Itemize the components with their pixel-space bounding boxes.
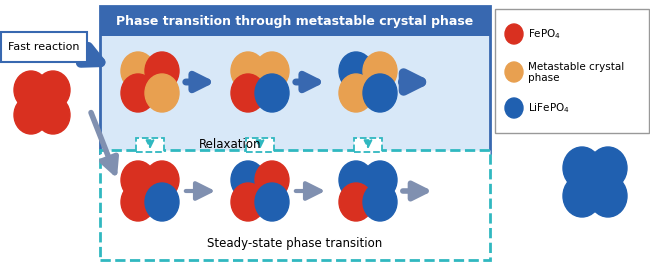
Ellipse shape (505, 24, 523, 44)
Ellipse shape (231, 183, 265, 221)
Ellipse shape (563, 175, 601, 217)
Ellipse shape (145, 161, 179, 199)
Ellipse shape (363, 183, 397, 221)
Ellipse shape (589, 175, 627, 217)
Text: Fast reaction: Fast reaction (8, 42, 80, 52)
FancyBboxPatch shape (495, 9, 649, 133)
Ellipse shape (505, 98, 523, 118)
FancyBboxPatch shape (100, 150, 490, 260)
Ellipse shape (363, 52, 397, 90)
Ellipse shape (231, 161, 265, 199)
Ellipse shape (255, 183, 289, 221)
FancyBboxPatch shape (1, 32, 87, 62)
Ellipse shape (145, 183, 179, 221)
Ellipse shape (339, 183, 373, 221)
Ellipse shape (14, 71, 48, 109)
Ellipse shape (14, 96, 48, 134)
Ellipse shape (145, 52, 179, 90)
Ellipse shape (255, 74, 289, 112)
FancyBboxPatch shape (100, 6, 490, 153)
Ellipse shape (363, 161, 397, 199)
Ellipse shape (121, 183, 155, 221)
Text: phase: phase (528, 73, 560, 83)
Text: Steady-state phase transition: Steady-state phase transition (207, 237, 383, 250)
Text: Phase transition through metastable crystal phase: Phase transition through metastable crys… (116, 14, 474, 28)
Ellipse shape (121, 161, 155, 199)
Text: FePO$_4$: FePO$_4$ (528, 27, 561, 41)
Ellipse shape (339, 74, 373, 112)
Ellipse shape (339, 161, 373, 199)
FancyBboxPatch shape (100, 6, 490, 36)
Text: LiFePO$_4$: LiFePO$_4$ (528, 101, 570, 115)
Ellipse shape (231, 52, 265, 90)
Ellipse shape (339, 52, 373, 90)
Text: Relaxation: Relaxation (199, 138, 261, 150)
Ellipse shape (231, 74, 265, 112)
Ellipse shape (36, 96, 70, 134)
Ellipse shape (255, 161, 289, 199)
Ellipse shape (589, 147, 627, 189)
Ellipse shape (363, 74, 397, 112)
FancyBboxPatch shape (136, 138, 164, 152)
Text: Metastable crystal: Metastable crystal (528, 62, 624, 72)
Ellipse shape (145, 74, 179, 112)
Ellipse shape (505, 62, 523, 82)
FancyBboxPatch shape (246, 138, 274, 152)
FancyBboxPatch shape (354, 138, 382, 152)
Ellipse shape (121, 52, 155, 90)
Ellipse shape (255, 52, 289, 90)
Ellipse shape (36, 71, 70, 109)
Ellipse shape (121, 74, 155, 112)
Ellipse shape (563, 147, 601, 189)
